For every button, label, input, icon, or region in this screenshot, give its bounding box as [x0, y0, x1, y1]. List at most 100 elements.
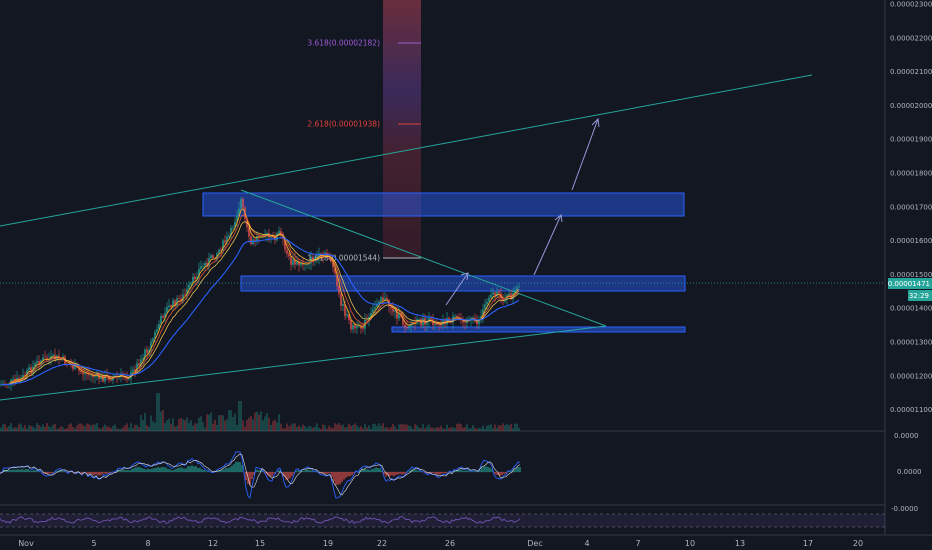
- price-tick: 0.00002200: [890, 34, 932, 42]
- histogram-bar: [249, 472, 251, 485]
- volume-bar: [92, 424, 94, 431]
- histogram-bar: [307, 469, 309, 472]
- histogram-bar: [97, 472, 99, 476]
- candle-body: [294, 259, 296, 265]
- volume-bar: [46, 423, 48, 431]
- candle-body: [270, 236, 272, 238]
- histogram-bar: [187, 466, 189, 472]
- histogram-bar: [229, 467, 231, 472]
- volume-bar: [162, 410, 164, 431]
- histogram-bar: [405, 472, 407, 473]
- candle-body: [344, 303, 346, 316]
- histogram-bar: [151, 468, 153, 472]
- candle-body: [50, 355, 52, 359]
- candle-body: [46, 357, 48, 360]
- histogram-bar: [165, 467, 167, 472]
- histogram-bar: [0, 472, 1, 473]
- candle-body: [290, 256, 292, 265]
- histogram-bar: [81, 472, 83, 474]
- date-tick: 8: [145, 539, 150, 548]
- candle-body: [154, 331, 156, 339]
- volume-bar: [198, 417, 200, 431]
- volume-bar: [342, 424, 344, 431]
- candle-body: [152, 338, 154, 342]
- candle-body: [254, 239, 256, 241]
- date-tick: 15: [255, 539, 265, 548]
- volume-bar: [412, 428, 414, 431]
- volume-bar: [52, 424, 54, 431]
- candle-body: [100, 375, 102, 379]
- histogram-bar: [333, 472, 335, 482]
- histogram-bar: [221, 469, 223, 472]
- histogram-bar: [155, 467, 157, 472]
- volume-bar: [246, 419, 248, 431]
- volume-bar: [62, 427, 64, 431]
- rsi-tick: -0.0000: [891, 505, 918, 513]
- price-tick: 0.00001500: [890, 271, 932, 279]
- histogram-bar: [335, 472, 337, 486]
- volume-bars: [0, 393, 520, 431]
- volume-bar: [174, 426, 176, 431]
- volume-bar: [260, 411, 262, 431]
- candle-body: [126, 378, 128, 380]
- histogram-bar: [39, 471, 41, 472]
- histogram-bar: [149, 469, 151, 472]
- volume-bar: [40, 426, 42, 431]
- volume-bar: [124, 425, 126, 431]
- histogram-bar: [197, 467, 199, 472]
- candle-body: [184, 294, 186, 296]
- volume-bar: [100, 428, 102, 431]
- histogram-bar: [467, 470, 469, 472]
- histogram-bar: [469, 471, 471, 472]
- candle-body: [428, 318, 430, 322]
- zone-upper: [202, 192, 685, 217]
- volume-bar: [338, 423, 340, 431]
- volume-bar: [36, 423, 38, 431]
- histogram-bar: [499, 472, 501, 476]
- histogram-bar: [517, 466, 519, 472]
- histogram-bar: [339, 472, 341, 485]
- candle-body: [342, 303, 344, 306]
- volume-bar: [80, 423, 82, 431]
- candle-body: [336, 273, 338, 287]
- candle-body: [84, 373, 86, 375]
- histogram-bar: [345, 472, 347, 478]
- volume-bar: [508, 425, 510, 431]
- volume-bar: [502, 423, 504, 431]
- volume-bar: [148, 426, 150, 431]
- candle-body: [518, 286, 520, 288]
- histogram-bar: [273, 472, 275, 474]
- candle-body: [222, 240, 224, 251]
- volume-bar: [504, 425, 506, 431]
- volume-bar: [414, 424, 416, 431]
- volume-bar: [336, 424, 338, 431]
- fib-projection-band: [383, 0, 421, 258]
- candle-body: [300, 262, 302, 266]
- volume-bar: [388, 428, 390, 431]
- histogram-bar: [51, 472, 53, 474]
- candle-body: [298, 261, 300, 266]
- volume-bar: [74, 428, 76, 431]
- candle-body: [258, 236, 260, 238]
- candle-body: [220, 249, 222, 251]
- histogram-bar: [455, 471, 457, 472]
- histogram-bar: [403, 472, 405, 475]
- candle-body: [24, 374, 26, 376]
- histogram-bar: [301, 470, 303, 472]
- histogram-bar: [35, 470, 37, 472]
- histogram-bar: [413, 470, 415, 472]
- histogram-bar: [53, 472, 55, 473]
- date-tick: 26: [445, 539, 455, 548]
- candle-body: [306, 264, 308, 265]
- volume-bar: [252, 419, 254, 431]
- histogram-bar: [49, 472, 51, 474]
- histogram-bar: [239, 461, 241, 472]
- candle-body: [36, 361, 38, 364]
- candle-body: [430, 318, 432, 320]
- volume-bar: [268, 418, 270, 431]
- histogram-bar: [295, 470, 297, 472]
- volume-bar: [94, 424, 96, 431]
- histogram-bar: [189, 466, 191, 472]
- histogram-bar: [153, 468, 155, 472]
